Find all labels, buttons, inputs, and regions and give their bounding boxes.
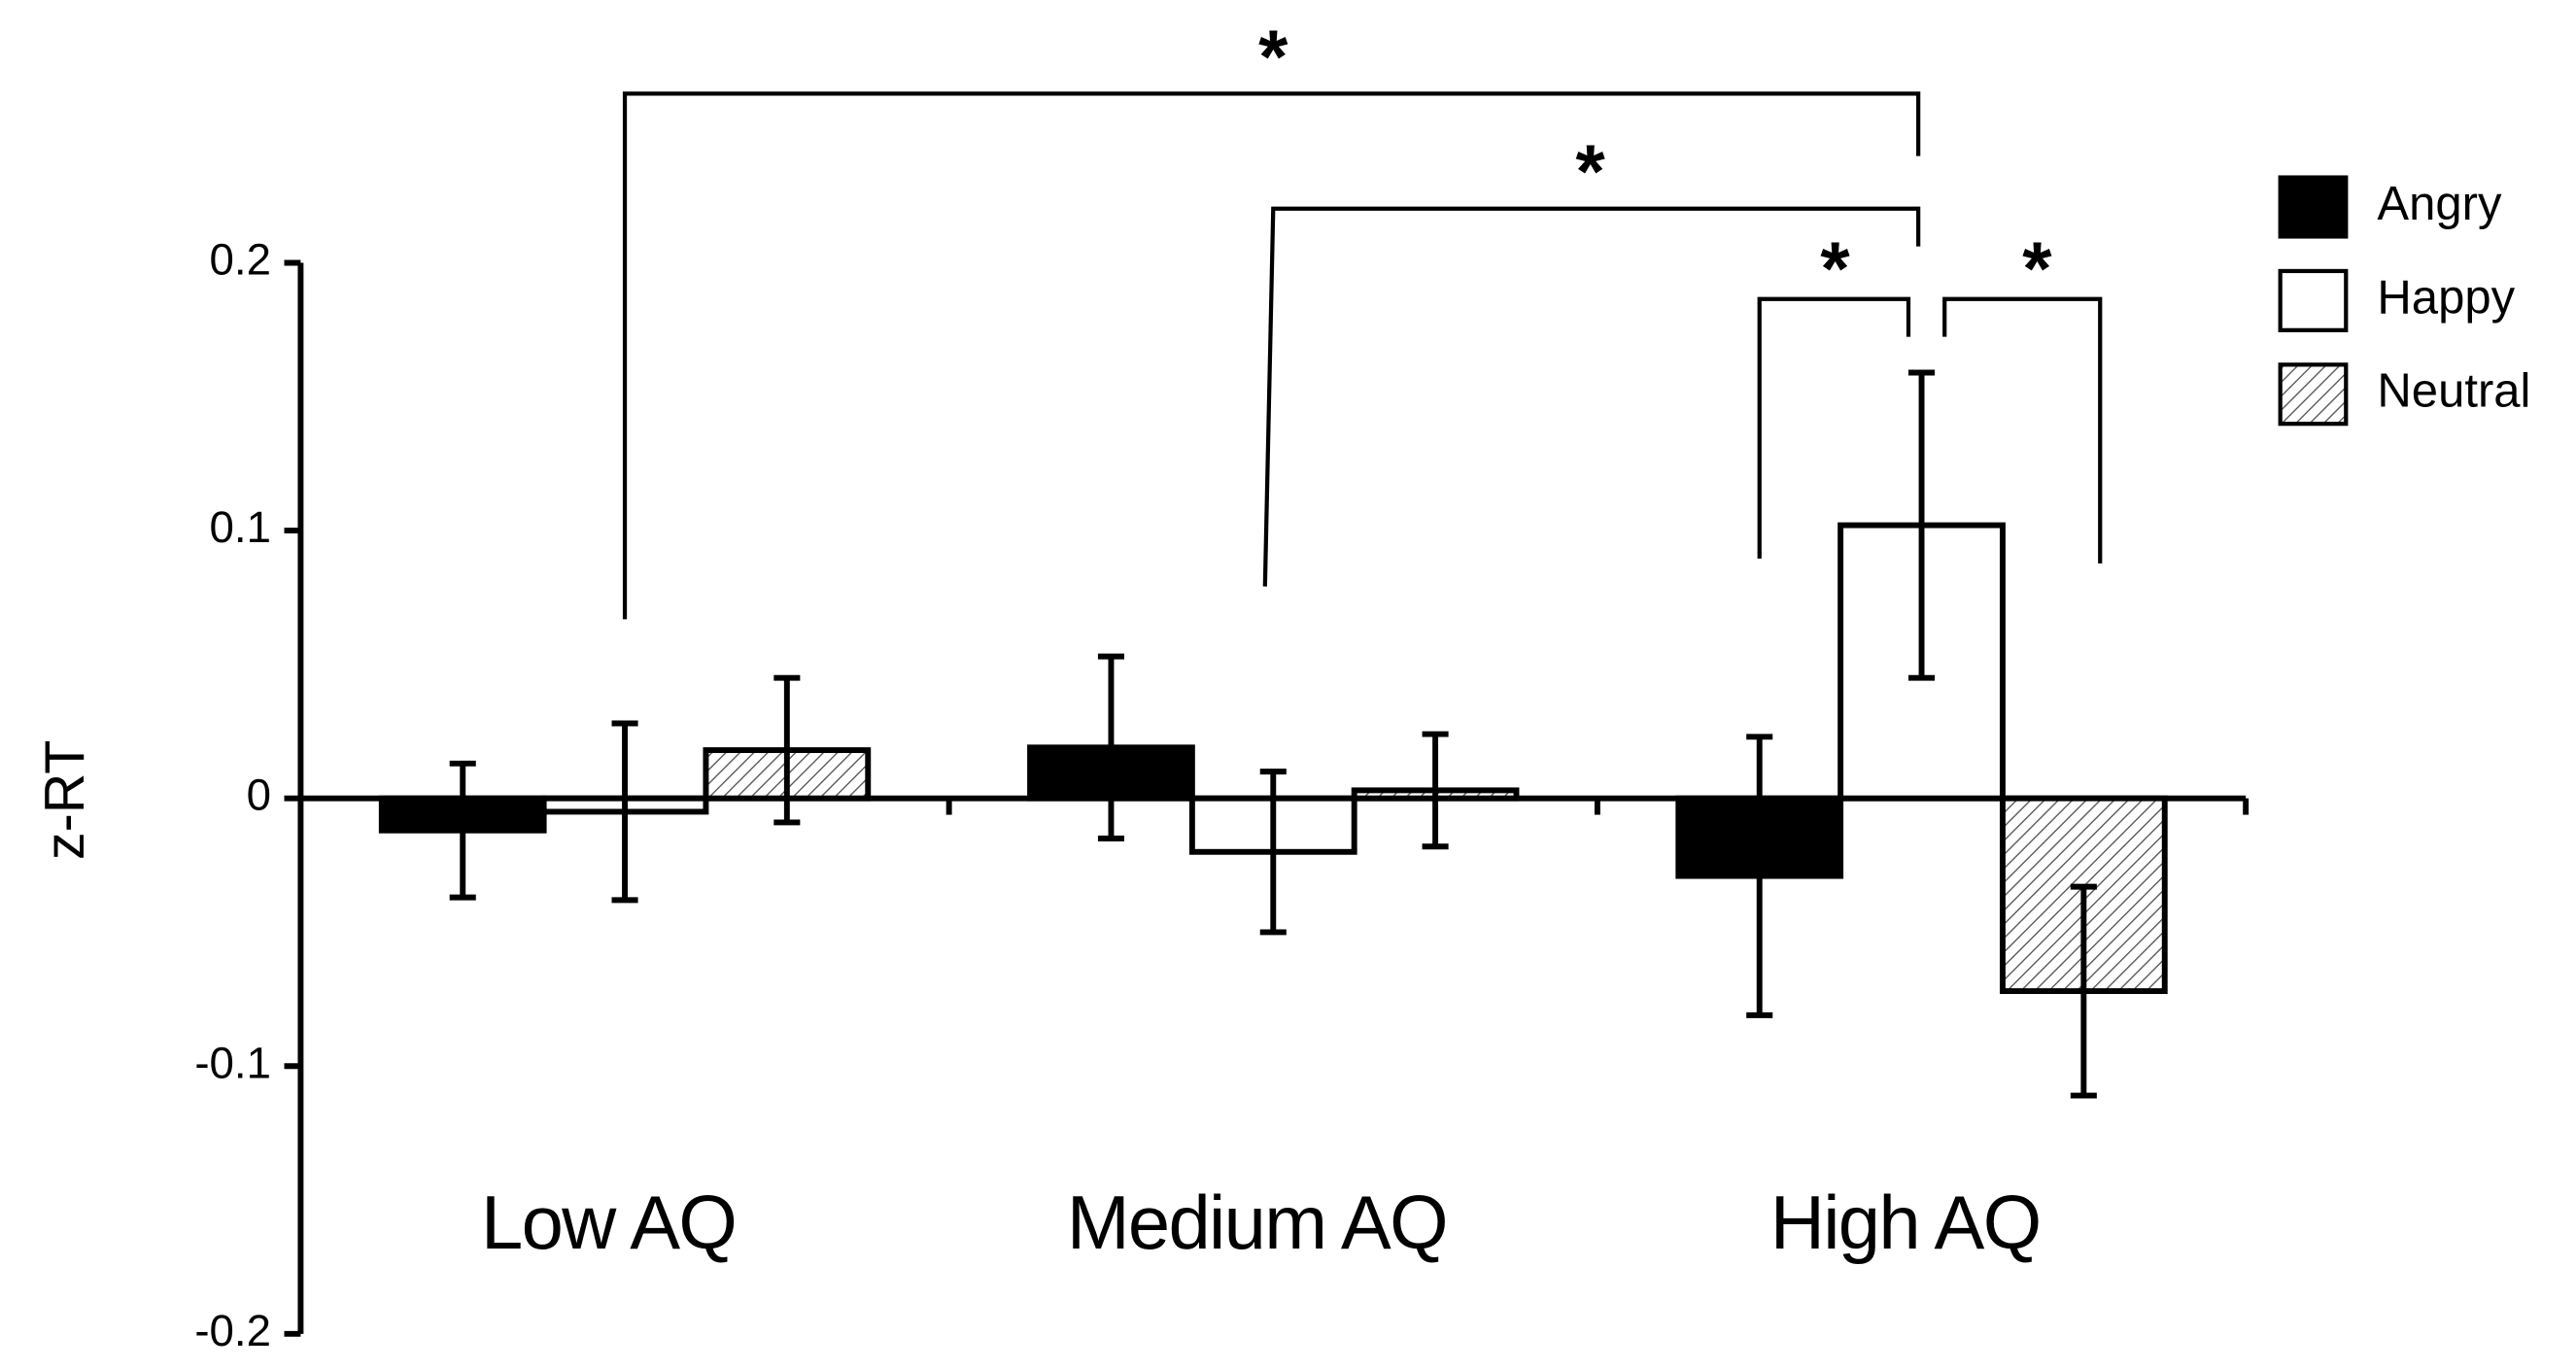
- legend-swatch: [2278, 175, 2349, 239]
- y-axis-label: z-RT: [34, 740, 96, 860]
- significance-bracket: [1757, 296, 1911, 559]
- significance-star: *: [1258, 16, 1288, 99]
- legend-label: Happy: [2377, 271, 2515, 324]
- error-bar: [1746, 734, 1773, 1018]
- legend-swatch: [2278, 362, 2349, 427]
- significance-bracket: [1262, 206, 1921, 587]
- error-bar: [1259, 769, 1287, 936]
- legend-label: Angry: [2377, 178, 2502, 230]
- y-tick-label: 0.1: [210, 502, 271, 552]
- x-tick-label: Medium AQ: [1067, 1181, 1447, 1265]
- x-tick-label: Low AQ: [481, 1181, 736, 1265]
- error-bar: [1422, 731, 1449, 850]
- legend-swatch: [2278, 268, 2349, 332]
- error-bar: [611, 720, 638, 904]
- x-tick-label: High AQ: [1770, 1181, 2041, 1265]
- y-tick-label: -0.1: [194, 1038, 271, 1087]
- error-bar: [1908, 369, 1936, 681]
- y-tick-label: -0.2: [194, 1306, 271, 1355]
- significance-bracket: [1942, 296, 2103, 564]
- y-tick-label: 0: [247, 770, 271, 820]
- y-tick-label: 0.2: [210, 235, 271, 285]
- error-bar: [1097, 653, 1124, 841]
- error-bar: [449, 760, 476, 901]
- significance-star: *: [1820, 227, 1850, 311]
- significance-bracket: [622, 91, 1921, 620]
- significance-star: *: [2022, 227, 2052, 311]
- legend-label: Neutral: [2377, 365, 2530, 418]
- error-bar: [773, 674, 801, 826]
- significance-star: *: [1575, 130, 1605, 214]
- error-bar: [2070, 883, 2097, 1099]
